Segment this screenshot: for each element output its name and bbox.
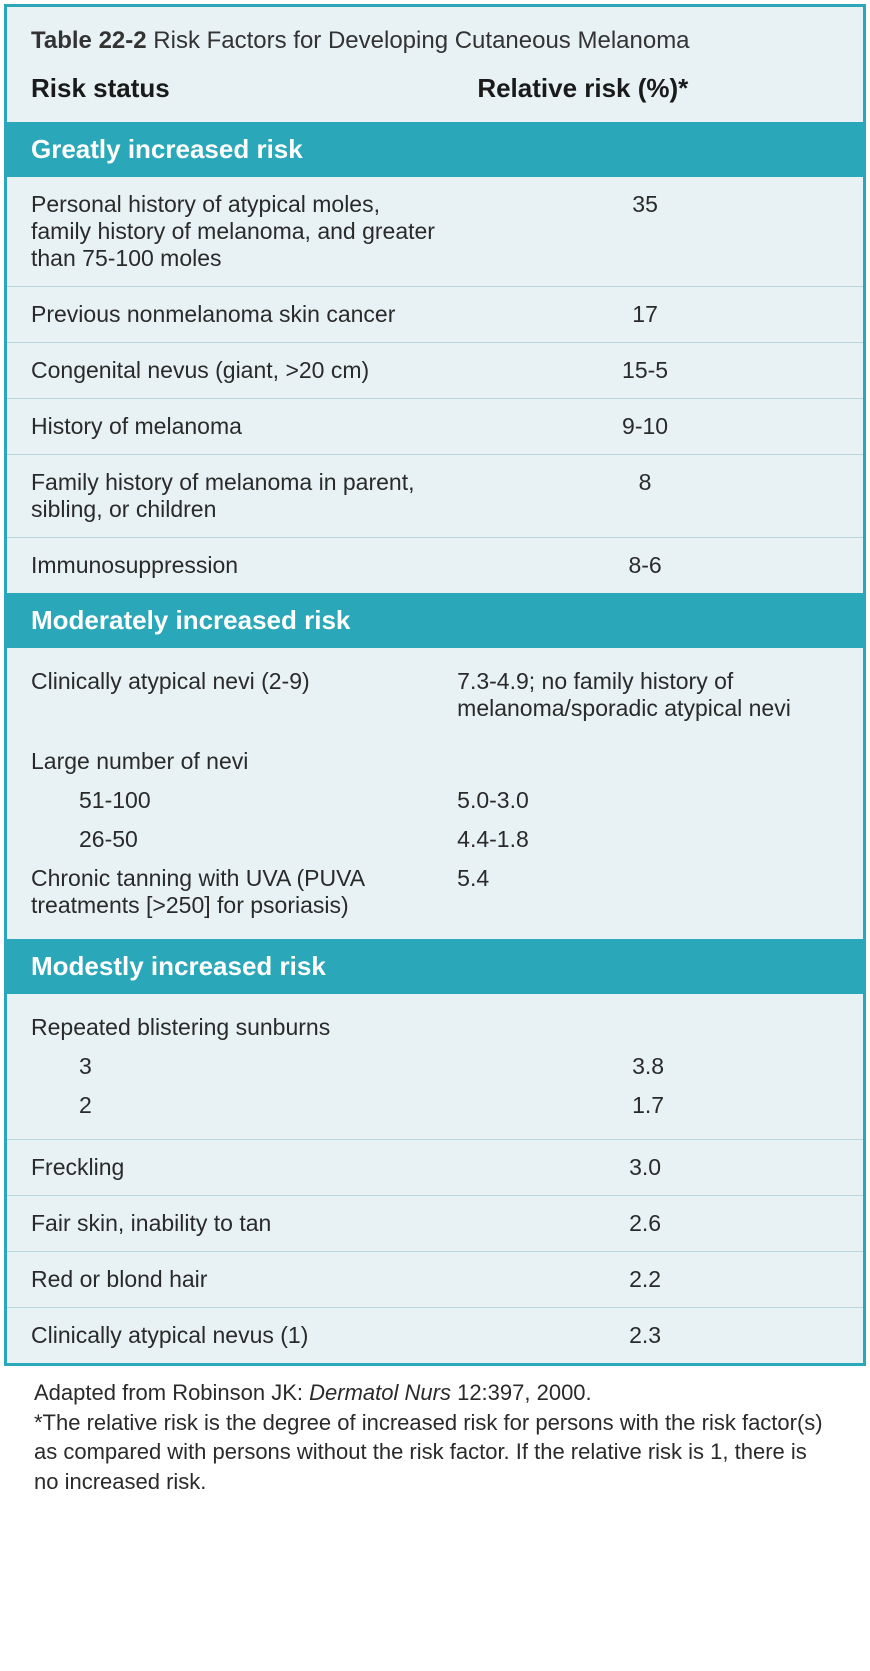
risk-factor-label: Chronic tanning with UVA (PUVA treatment… — [31, 865, 451, 919]
risk-value: 3.0 — [451, 1154, 839, 1181]
risk-factor-label: 2 — [31, 1092, 451, 1119]
multi-row-block: Repeated blistering sunburns 3 3.8 2 1.7 — [7, 994, 863, 1139]
risk-value: 35 — [451, 191, 839, 272]
risk-value: 5.4 — [451, 865, 839, 919]
risk-value: 15-5 — [451, 357, 839, 384]
footnote-source: Adapted from Robinson JK: Dermatol Nurs … — [34, 1378, 836, 1408]
table-row: Repeated blistering sunburns — [31, 1008, 839, 1047]
risk-value: 5.0-3.0 — [451, 787, 839, 814]
table-number: Table 22-2 — [31, 27, 147, 54]
risk-factor-label: Repeated blistering sunburns — [31, 1014, 451, 1041]
risk-factor-label: History of melanoma — [31, 413, 451, 440]
footnote-explanation: *The relative risk is the degree of incr… — [34, 1408, 836, 1497]
table-row: Personal history of atypical moles, fami… — [7, 177, 863, 286]
risk-value: 2.6 — [451, 1210, 839, 1237]
journal-name: Dermatol Nurs — [309, 1380, 451, 1405]
col-header-relative-risk: Relative risk (%)* — [467, 73, 839, 104]
multi-row-block: Clinically atypical nevi (2-9) 7.3-4.9; … — [7, 648, 863, 939]
table-row: Chronic tanning with UVA (PUVA treatment… — [31, 859, 839, 925]
risk-factor-label: 26-50 — [31, 826, 451, 853]
risk-factor-label: Red or blond hair — [31, 1266, 451, 1293]
risk-value: 17 — [451, 301, 839, 328]
risk-factor-label: Fair skin, inability to tan — [31, 1210, 451, 1237]
table-row: Previous nonmelanoma skin cancer 17 — [7, 286, 863, 342]
table-row: Freckling 3.0 — [7, 1139, 863, 1195]
table-row: 2 1.7 — [31, 1086, 839, 1125]
risk-value: 3.8 — [451, 1053, 839, 1080]
risk-value: 7.3-4.9; no family history of melanoma/s… — [451, 668, 839, 722]
table-title: Table 22-2 Risk Factors for Developing C… — [7, 7, 863, 69]
risk-factor-label: Congenital nevus (giant, >20 cm) — [31, 357, 451, 384]
risk-value — [451, 1014, 839, 1041]
risk-factor-label: Large number of nevi — [31, 748, 451, 775]
section-heading-greatly: Greatly increased risk — [7, 122, 863, 177]
risk-value: 2.2 — [451, 1266, 839, 1293]
risk-factors-table: Table 22-2 Risk Factors for Developing C… — [4, 4, 866, 1366]
risk-factor-label: Clinically atypical nevus (1) — [31, 1322, 451, 1349]
risk-factor-label: Immunosuppression — [31, 552, 451, 579]
table-row: 51-100 5.0-3.0 — [31, 781, 839, 820]
table-row: 3 3.8 — [31, 1047, 839, 1086]
risk-factor-label: 51-100 — [31, 787, 451, 814]
risk-value: 8 — [451, 469, 839, 523]
risk-value: 2.3 — [451, 1322, 839, 1349]
table-row: Fair skin, inability to tan 2.6 — [7, 1195, 863, 1251]
risk-factor-label: Family history of melanoma in parent, si… — [31, 469, 451, 523]
footnote: Adapted from Robinson JK: Dermatol Nurs … — [4, 1366, 866, 1497]
risk-factor-label: Previous nonmelanoma skin cancer — [31, 301, 451, 328]
risk-factor-label: Freckling — [31, 1154, 451, 1181]
risk-factor-label: Personal history of atypical moles, fami… — [31, 191, 451, 272]
table-row: Large number of nevi — [31, 742, 839, 781]
risk-value: 4.4-1.8 — [451, 826, 839, 853]
table-row: 26-50 4.4-1.8 — [31, 820, 839, 859]
table-caption: Risk Factors for Developing Cutaneous Me… — [147, 27, 690, 54]
risk-factor-label: Clinically atypical nevi (2-9) — [31, 668, 451, 722]
risk-factor-label: 3 — [31, 1053, 451, 1080]
table-row: Congenital nevus (giant, >20 cm) 15-5 — [7, 342, 863, 398]
section-heading-moderately: Moderately increased risk — [7, 593, 863, 648]
risk-value — [451, 748, 839, 775]
risk-value: 9-10 — [451, 413, 839, 440]
table-row: Immunosuppression 8-6 — [7, 537, 863, 593]
column-headers: Risk status Relative risk (%)* — [7, 69, 863, 122]
risk-value: 1.7 — [451, 1092, 839, 1119]
table-row: Family history of melanoma in parent, si… — [7, 454, 863, 537]
table-row: History of melanoma 9-10 — [7, 398, 863, 454]
risk-value: 8-6 — [451, 552, 839, 579]
table-row: Clinically atypical nevi (2-9) 7.3-4.9; … — [31, 662, 839, 728]
col-header-risk-status: Risk status — [31, 73, 467, 104]
table-row: Red or blond hair 2.2 — [7, 1251, 863, 1307]
section-heading-modestly: Modestly increased risk — [7, 939, 863, 994]
table-row: Clinically atypical nevus (1) 2.3 — [7, 1307, 863, 1363]
